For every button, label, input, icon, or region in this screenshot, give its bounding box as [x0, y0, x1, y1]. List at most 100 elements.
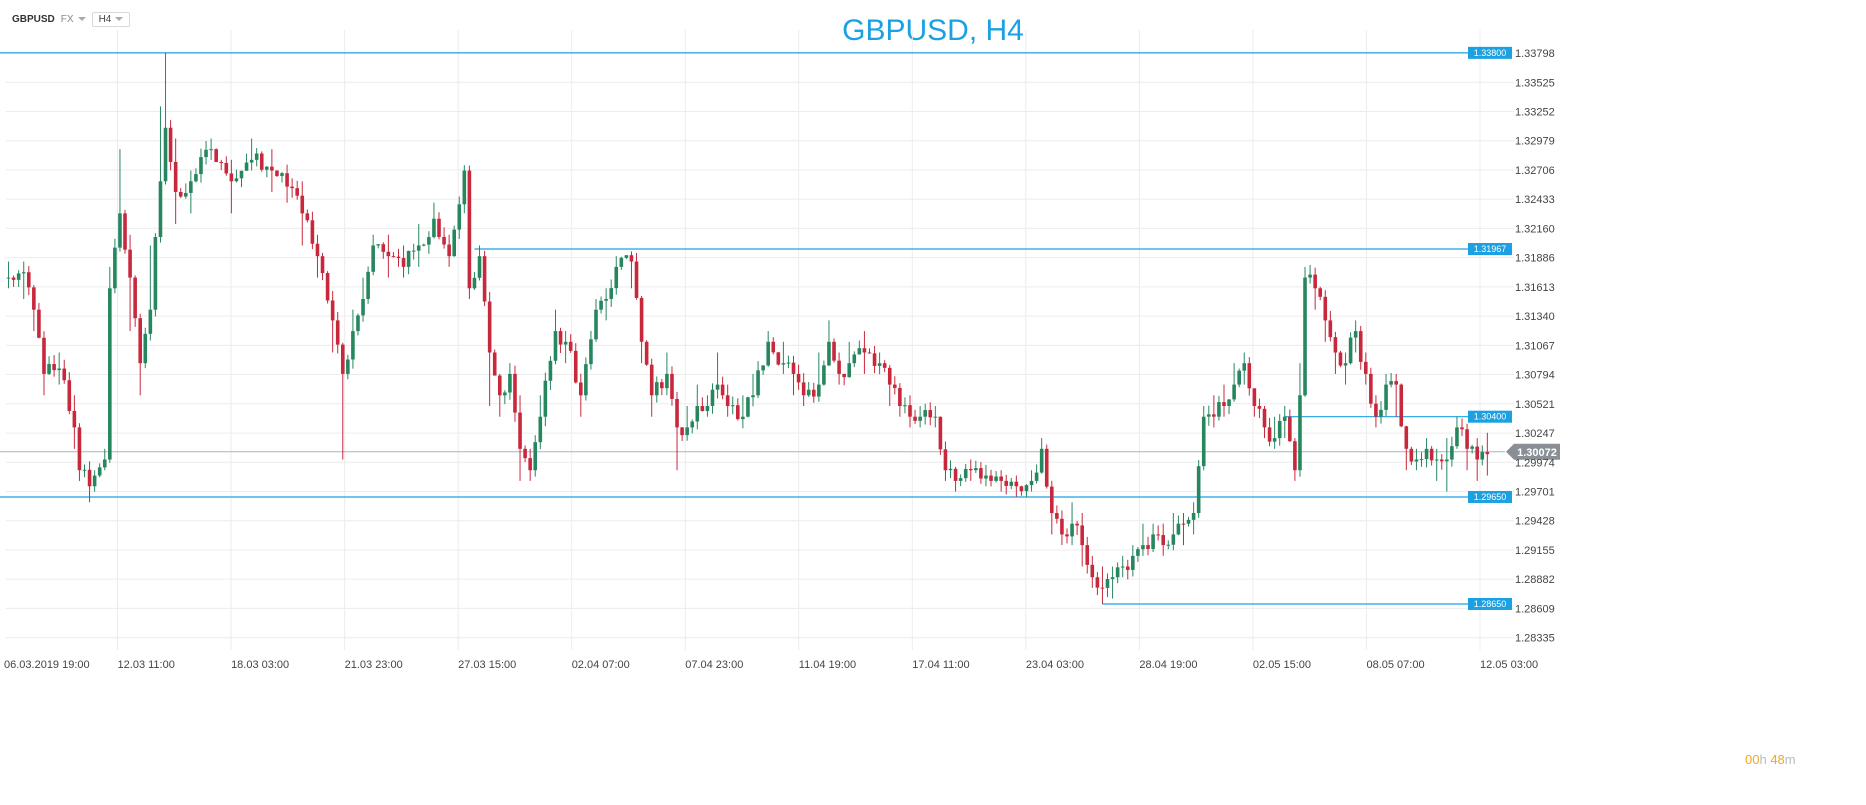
y-tick-label: 1.31340	[1515, 311, 1555, 323]
candle	[1039, 438, 1044, 474]
candle	[847, 341, 852, 378]
candle-body	[1186, 519, 1191, 524]
candle-body	[690, 421, 695, 428]
candle-body	[138, 318, 143, 364]
candle-body	[1439, 459, 1444, 462]
candle-body	[867, 352, 872, 354]
candle	[97, 463, 102, 478]
candle	[756, 361, 760, 398]
candle	[42, 331, 46, 396]
candle	[822, 360, 826, 386]
candle	[634, 252, 639, 300]
candle	[194, 168, 198, 183]
candle	[346, 354, 350, 380]
candle-body	[1029, 480, 1034, 486]
candle-body	[275, 170, 279, 176]
candle	[381, 242, 386, 259]
candle	[1460, 418, 1464, 437]
candle	[1201, 406, 1206, 471]
candle-body	[1282, 416, 1287, 421]
candle-body	[548, 360, 553, 381]
candle	[143, 327, 148, 369]
candle	[1247, 357, 1252, 396]
candle	[113, 238, 117, 294]
candle	[386, 234, 391, 278]
candle-body	[543, 380, 548, 417]
candle	[533, 435, 538, 477]
candle	[1262, 406, 1267, 439]
candle-body	[1414, 459, 1419, 462]
market-select[interactable]: FX	[61, 14, 86, 25]
candle-body	[1115, 567, 1120, 578]
candle-body	[948, 468, 953, 471]
chart-title: GBPUSD, H4	[842, 14, 1024, 47]
candle	[335, 311, 340, 354]
candle-body	[589, 339, 593, 365]
candle-body	[791, 362, 796, 374]
candle	[872, 346, 877, 374]
candle	[893, 376, 897, 395]
x-tick-label: 12.03 11:00	[118, 659, 175, 671]
candle-body	[913, 416, 917, 421]
candle	[472, 272, 477, 290]
candle-body	[452, 229, 456, 257]
candle-body	[32, 287, 36, 310]
level-tag	[1468, 490, 1512, 503]
candle	[746, 396, 750, 418]
candle	[1439, 454, 1444, 470]
horizontal-levels: 1.33800 1.31967 1.30400 1.29650 1.28650 1.300…	[0, 46, 1560, 610]
candle	[173, 138, 178, 225]
candle-body	[771, 341, 776, 353]
candle	[1409, 446, 1414, 465]
candle	[751, 373, 755, 407]
candle	[979, 462, 983, 484]
candle-body	[1191, 513, 1196, 520]
candle-body	[1080, 525, 1084, 546]
candle-body	[183, 192, 188, 197]
candle-body	[513, 373, 517, 413]
candle	[422, 243, 426, 247]
candle	[102, 448, 107, 471]
candle-body	[634, 261, 639, 298]
candle-body	[239, 170, 244, 179]
candle-body	[533, 442, 538, 471]
timeframe-select[interactable]: H4	[91, 11, 131, 27]
candle-body	[386, 251, 391, 257]
candle-body	[923, 410, 927, 417]
candle-body	[776, 352, 781, 365]
candle	[644, 340, 649, 366]
candle	[1085, 536, 1090, 574]
candle-body	[280, 173, 284, 176]
candle-body	[1485, 452, 1490, 455]
candle	[1363, 352, 1368, 385]
candle-body	[584, 364, 588, 396]
candle	[1146, 536, 1150, 556]
candle	[877, 352, 882, 375]
candle	[123, 209, 127, 254]
candle-body	[700, 406, 705, 412]
candle-body	[538, 416, 543, 443]
candle	[239, 170, 244, 188]
candle-body	[842, 373, 846, 378]
candle-body	[391, 256, 396, 258]
candle	[518, 395, 522, 481]
candle	[1282, 406, 1287, 439]
candle	[1358, 325, 1363, 370]
candle	[1009, 477, 1014, 490]
candle	[356, 313, 360, 336]
candle	[1369, 367, 1373, 408]
candle-body	[553, 331, 558, 361]
candle	[538, 395, 543, 450]
candle-body	[568, 341, 573, 351]
candle-body	[290, 186, 294, 189]
candle	[903, 397, 907, 414]
candle	[771, 337, 776, 355]
candle-body	[42, 337, 46, 374]
candle-body	[1328, 320, 1333, 338]
candle-body	[361, 298, 365, 316]
candle-body	[1227, 399, 1231, 406]
candle-body	[523, 448, 527, 459]
candle-body	[528, 458, 532, 471]
candle	[1465, 423, 1469, 471]
